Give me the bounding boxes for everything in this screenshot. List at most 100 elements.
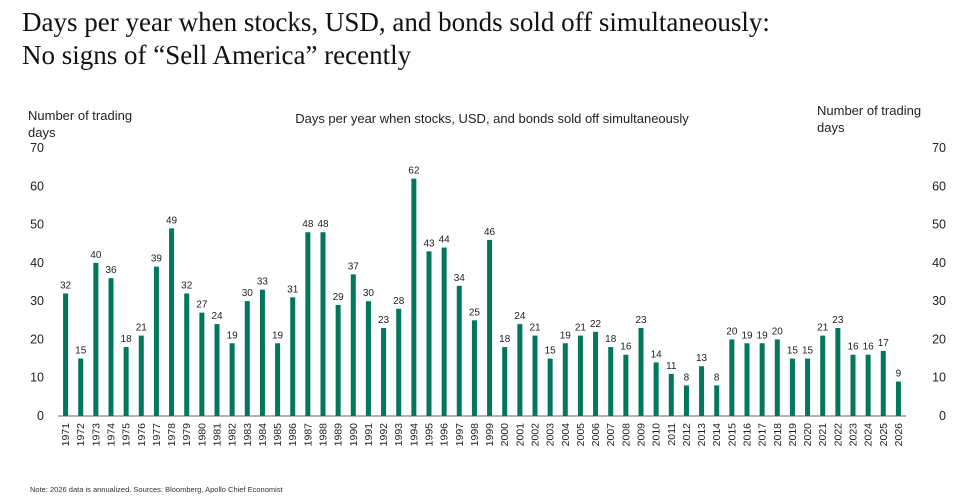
- bar: [244, 301, 250, 416]
- data-label: 32: [60, 280, 72, 291]
- x-tick-label: 2018: [772, 423, 784, 447]
- bar: [562, 343, 568, 416]
- bar: [381, 327, 387, 416]
- data-label: 30: [363, 288, 375, 299]
- x-tick-label: 2022: [832, 423, 844, 447]
- x-tick-label: 1991: [363, 423, 375, 447]
- bar: [123, 347, 129, 416]
- x-tick-label: 1992: [378, 423, 390, 447]
- x-tick-label: 1984: [257, 423, 269, 447]
- data-label: 13: [696, 353, 708, 364]
- data-label: 19: [757, 330, 769, 341]
- x-tick-label: 2004: [560, 423, 572, 447]
- bar: [805, 358, 811, 416]
- x-tick-label: 2016: [742, 423, 754, 447]
- bar: [290, 297, 296, 416]
- bar: [108, 278, 114, 416]
- x-tick-label: 2000: [499, 423, 511, 447]
- x-tick-label: 1978: [166, 423, 178, 447]
- x-tick-label: 1990: [348, 423, 360, 447]
- bar: [835, 327, 841, 416]
- x-tick-label: 2024: [863, 423, 875, 447]
- data-label: 19: [272, 330, 284, 341]
- data-label: 24: [211, 311, 223, 322]
- bar: [63, 293, 69, 416]
- y-tick-label-right: 0: [939, 409, 946, 423]
- data-label: 15: [545, 346, 557, 357]
- data-label: 31: [287, 284, 299, 295]
- bar: [350, 274, 356, 416]
- data-label: 21: [136, 323, 148, 334]
- bar: [487, 239, 493, 416]
- data-label: 37: [348, 261, 360, 272]
- x-tick-label: 2008: [620, 423, 632, 447]
- data-label: 30: [242, 288, 254, 299]
- x-tick-label: 1999: [484, 423, 496, 447]
- y-axis-title-left: Number of trading: [28, 108, 132, 123]
- bar: [411, 178, 417, 416]
- y-tick-label-left: 60: [30, 179, 44, 193]
- bar: [93, 262, 99, 416]
- bar: [426, 251, 432, 416]
- bar: [335, 304, 341, 416]
- x-tick-label: 2003: [545, 423, 557, 447]
- bar: [638, 327, 644, 416]
- data-label: 20: [772, 326, 784, 337]
- bar: [502, 347, 508, 416]
- bar: [865, 354, 871, 416]
- bar: [229, 343, 235, 416]
- data-label: 25: [469, 307, 481, 318]
- page-title: Days per year when stocks, USD, and bond…: [22, 6, 770, 72]
- data-label: 8: [684, 372, 690, 383]
- x-tick-label: 2023: [848, 423, 860, 447]
- data-label: 20: [726, 326, 738, 337]
- x-tick-label: 1980: [196, 423, 208, 447]
- data-label: 43: [423, 238, 435, 249]
- data-label: 22: [590, 319, 602, 330]
- x-tick-label: 1986: [287, 423, 299, 447]
- data-label: 15: [75, 346, 87, 357]
- x-tick-label: 1996: [439, 423, 451, 447]
- data-label: 18: [121, 334, 133, 345]
- bar: [305, 232, 311, 416]
- y-tick-label-right: 30: [932, 294, 946, 308]
- data-label: 18: [499, 334, 511, 345]
- x-tick-label: 1981: [212, 423, 224, 447]
- data-label: 18: [605, 334, 617, 345]
- bar: [744, 343, 750, 416]
- data-label: 21: [575, 323, 587, 334]
- x-tick-label: 2001: [514, 423, 526, 447]
- x-tick-label: 1995: [424, 423, 436, 447]
- y-tick-label-left: 70: [30, 141, 44, 155]
- bar: [774, 339, 780, 416]
- x-tick-label: 2009: [636, 423, 648, 447]
- y-tick-label-right: 20: [932, 332, 946, 346]
- bar: [683, 385, 689, 416]
- bar: [153, 266, 159, 416]
- data-label: 15: [802, 346, 814, 357]
- x-tick-label: 2021: [817, 423, 829, 447]
- x-tick-label: 2014: [711, 423, 723, 447]
- x-tick-label: 1973: [90, 423, 102, 447]
- x-tick-label: 2015: [726, 423, 738, 447]
- data-label: 19: [560, 330, 572, 341]
- data-label: 39: [151, 254, 163, 265]
- bar: [275, 343, 281, 416]
- data-label: 8: [714, 372, 720, 383]
- bar: [138, 335, 144, 416]
- y-tick-label-left: 50: [30, 218, 44, 232]
- x-tick-label: 1987: [302, 423, 314, 447]
- bar: [608, 347, 614, 416]
- data-label: 19: [227, 330, 239, 341]
- x-tick-label: 2017: [757, 423, 769, 447]
- x-tick-label: 1971: [60, 423, 72, 447]
- data-label: 29: [333, 292, 345, 303]
- bar: [517, 324, 523, 416]
- data-label: 16: [863, 342, 875, 353]
- data-label: 17: [878, 338, 890, 349]
- x-tick-label: 1985: [272, 423, 284, 447]
- data-label: 46: [484, 227, 496, 238]
- bar: [880, 350, 886, 416]
- data-label: 19: [741, 330, 753, 341]
- data-label: 16: [847, 342, 859, 353]
